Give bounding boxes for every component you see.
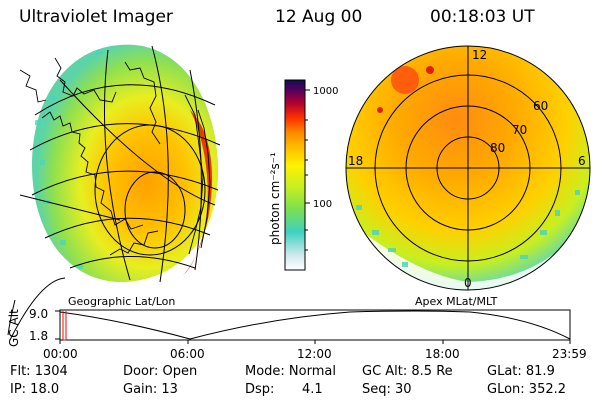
time-label: 00:18:03 UT (430, 7, 535, 27)
dsp-label: Dsp: (245, 382, 275, 397)
right-uv-image (345, 45, 591, 291)
mlt-label-12: 12 (472, 48, 487, 62)
mlat-label-70: 70 (512, 123, 527, 137)
time-tick-0600: 06:00 (170, 347, 205, 361)
gc-altitude: GC Alt: 8.5 Re (362, 364, 453, 379)
mlat-label-80: 80 (490, 141, 505, 155)
mlat-label-60: 60 (533, 99, 548, 113)
flight-number: Flt: 1304 (10, 364, 68, 379)
sequence-number: Seq: 30 (362, 382, 412, 397)
gain-value: Gain: 13 (123, 382, 178, 397)
altitude-plot (55, 309, 571, 344)
time-tick-0000: 00:00 (43, 347, 78, 361)
left-uv-image (7, 44, 221, 341)
color-bar-tick-100: 100 (313, 199, 332, 210)
date-label: 12 Aug 00 (275, 7, 363, 27)
color-bar (284, 79, 306, 271)
color-bar-unit-label: photon cm⁻²s⁻¹ (268, 152, 282, 245)
time-tick-1800: 18:00 (425, 347, 460, 361)
geographic-longitude: GLon: 352.2 (487, 382, 567, 397)
right-panel-label: Apex MLat/MLT (415, 295, 498, 308)
mlt-label-0: 0 (464, 276, 472, 290)
time-tick-1200: 12:00 (297, 347, 332, 361)
mlt-label-18: 18 (348, 154, 363, 168)
mode-value: Mode: Normal (245, 364, 336, 379)
time-tick-2359: 23:59 (552, 347, 587, 361)
altitude-ytick-9: 9.0 (29, 307, 48, 321)
mlt-label-6: 6 (578, 154, 586, 168)
color-bar-ticks (305, 89, 310, 251)
color-bar-tick-1000: 1000 (313, 86, 338, 97)
door-status: Door: Open (123, 364, 198, 379)
instrument-title: Ultraviolet Imager (19, 7, 173, 27)
geographic-latitude: GLat: 81.9 (487, 364, 555, 379)
left-panel-label: Geographic Lat/Lon (68, 295, 175, 308)
dsp-value: 4.1 (302, 382, 323, 397)
altitude-ytick-1-8: 1.8 (29, 329, 48, 343)
ip-value: IP: 18.0 (10, 382, 60, 397)
altitude-ylabel: GC Alt (7, 309, 21, 347)
